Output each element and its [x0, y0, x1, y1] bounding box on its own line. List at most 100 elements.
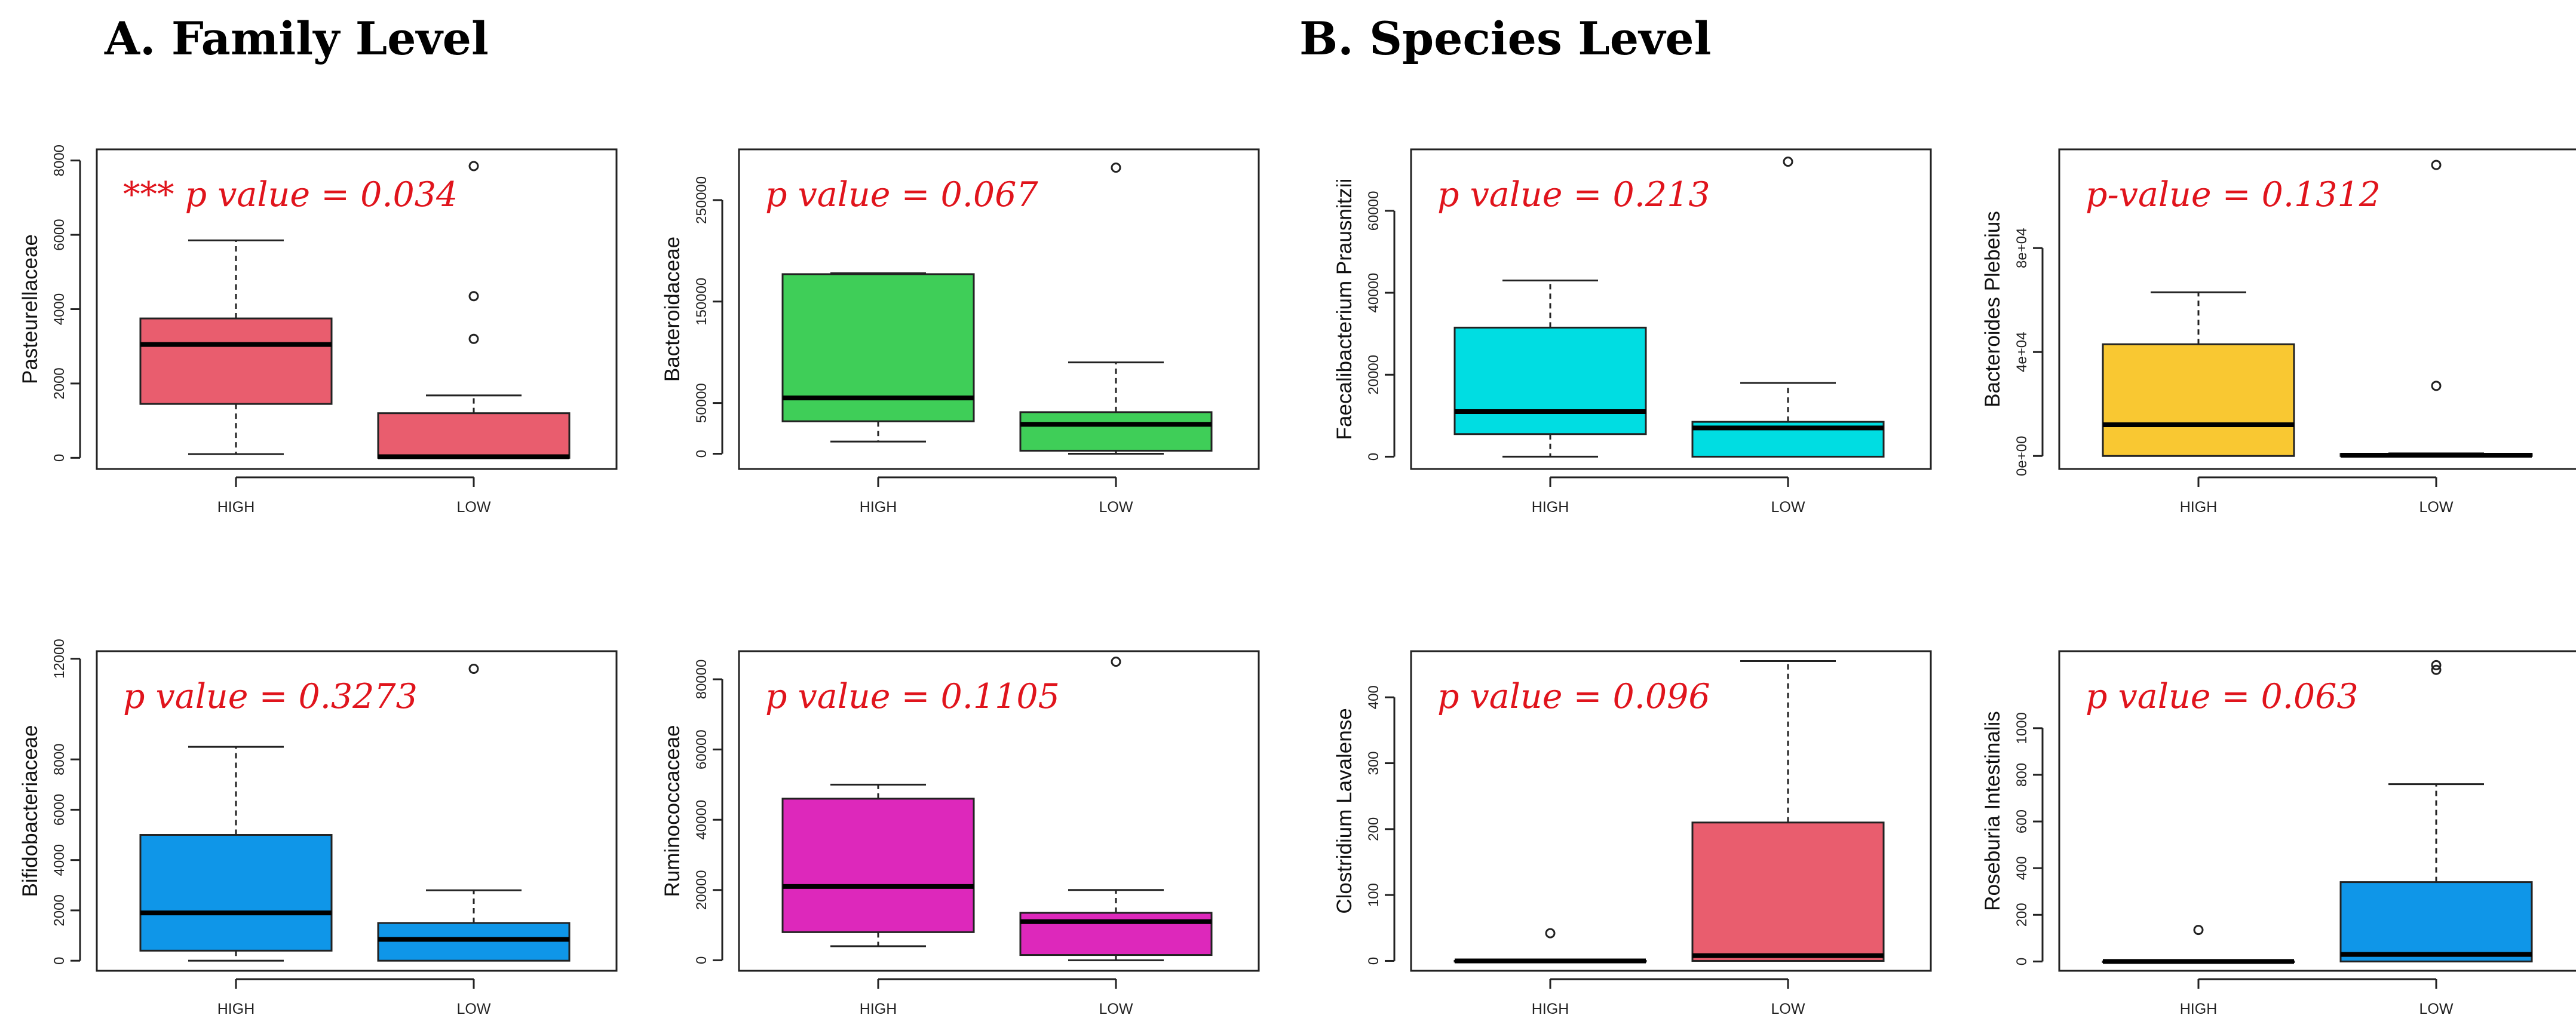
box-body	[1453, 326, 1647, 436]
boxplot-panel: 0 2000 4000 6000 8000 Pasteurellaceae HIGH LOW *…	[19, 145, 618, 516]
x-tick-label: HIGH	[1532, 1001, 1569, 1015]
y-tick-label: 2000	[51, 367, 68, 399]
y-tick-label: 8e+04	[2014, 228, 2030, 268]
y-axis-label: Clostridium Lavalense	[1333, 708, 1356, 913]
y-tick-label: 600	[2014, 809, 2030, 833]
outlier-point	[1111, 657, 1121, 667]
outlier-point	[1545, 928, 1556, 939]
outlier-point	[1783, 157, 1793, 167]
plot-frame	[1410, 148, 1932, 470]
box-body	[2339, 881, 2533, 962]
p-value-annotation: p value = 0.096	[1437, 677, 1710, 716]
y-tick-label: 8000	[51, 743, 68, 775]
plot-frame	[96, 148, 618, 470]
box-high	[1453, 928, 1647, 964]
y-axis-label: Bacteroidaceae	[661, 237, 684, 382]
boxplot-panel: 0 2000 4000 6000 8000 12000 Bifidobacteriaceae…	[19, 639, 618, 1015]
outlier-point	[2431, 664, 2442, 675]
boxplot-panel: 0e+00 4e+04 8e+04 Bacteroides Plebeius HIGH L…	[1981, 148, 2576, 516]
outlier-point	[2431, 381, 2442, 391]
plot-frame	[1410, 650, 1932, 972]
y-tick-label: 0e+00	[2014, 436, 2030, 476]
y-tick-label: 4000	[51, 293, 68, 325]
outlier-point	[2431, 160, 2442, 170]
y-tick-label: 4000	[51, 844, 68, 876]
x-tick-label: LOW	[1771, 1001, 1805, 1015]
section-title-species: B. Species Level	[1299, 12, 1712, 65]
y-tick-label: 400	[1366, 685, 1382, 709]
y-tick-label: 4e+04	[2014, 332, 2030, 372]
x-tick-label: HIGH	[217, 1001, 255, 1015]
y-tick-label: 2000	[51, 894, 68, 926]
outlier-point	[468, 663, 479, 674]
x-tick-label: LOW	[457, 1001, 491, 1015]
x-tick-label: LOW	[1099, 499, 1133, 516]
x-tick-label: LOW	[2419, 1001, 2454, 1015]
p-value-annotation: p value = 0.067	[765, 175, 1038, 214]
x-tick-label: LOW	[1099, 1001, 1133, 1015]
y-tick-label: 100	[1366, 883, 1382, 907]
y-tick-label: 0	[2014, 958, 2030, 965]
box-body	[1019, 912, 1213, 956]
boxplot-panel: 0 100 200 300 400 Clostridium Lavalense HIGH LO…	[1333, 650, 1932, 1015]
y-axis-label: Faecalibacterium Prausnitzii	[1333, 179, 1356, 440]
box-low	[377, 161, 571, 459]
y-axis-label: Ruminococcaceae	[661, 725, 684, 897]
plot-frame	[96, 650, 618, 972]
x-tick-label: HIGH	[860, 1001, 897, 1015]
p-value-annotation: p-value = 0.1312	[2086, 175, 2381, 214]
y-tick-label: 6000	[51, 794, 68, 826]
box-body	[139, 834, 333, 952]
boxplot-panel: 0 200 400 600 800 1000 Roseburia Intestinalis H…	[1981, 650, 2576, 1015]
box-body	[377, 412, 571, 459]
y-tick-label: 0	[51, 956, 68, 964]
y-tick-label: 150000	[694, 278, 710, 326]
y-tick-label: 800	[2014, 763, 2030, 787]
y-tick-label: 8000	[51, 145, 68, 176]
y-tick-label: 200	[2014, 903, 2030, 927]
x-tick-label: LOW	[457, 499, 491, 516]
box-high	[139, 239, 333, 455]
plot-frame	[2058, 148, 2576, 470]
y-axis-label: Bifidobacteriaceae	[19, 725, 42, 897]
y-tick-label: 0	[1366, 453, 1382, 461]
p-value-annotation: p value = 0.063	[2086, 677, 2359, 716]
boxplot-panel: 0 20000 40000 60000 80000 Ruminococcaceae HIGH…	[661, 650, 1260, 1015]
outlier-point	[468, 291, 479, 302]
plot-frame	[2058, 650, 2576, 972]
y-tick-label: 0	[1366, 957, 1382, 965]
y-tick-label: 0	[51, 454, 68, 462]
y-tick-label: 50000	[694, 383, 710, 423]
outlier-point	[468, 333, 479, 344]
box-high	[1453, 279, 1647, 458]
boxplot-panel: 0 50000 150000 250000 Bacteroidaceae HIGH LOW p…	[661, 148, 1260, 516]
box-high	[781, 272, 975, 443]
y-tick-label: 20000	[1366, 355, 1382, 395]
p-value-annotation: p value = 0.213	[1437, 175, 1710, 214]
outlier-point	[1111, 162, 1121, 173]
box-body	[1019, 411, 1213, 452]
box-low	[1019, 657, 1213, 961]
x-tick-label: HIGH	[860, 499, 897, 516]
p-value-annotation: p value = 0.1105	[765, 677, 1060, 716]
y-tick-label: 12000	[51, 639, 68, 679]
y-tick-label: 60000	[694, 729, 710, 769]
y-axis-label: Pasteurellaceae	[19, 234, 42, 384]
y-tick-label: 1000	[2014, 712, 2030, 744]
y-tick-label: 300	[1366, 752, 1382, 775]
y-tick-label: 400	[2014, 856, 2030, 880]
box-high	[2102, 925, 2295, 964]
y-tick-label: 80000	[694, 660, 710, 700]
x-tick-label: HIGH	[1532, 499, 1569, 516]
y-tick-label: 6000	[51, 219, 68, 250]
p-value-annotation: *** p value = 0.034	[123, 175, 458, 214]
p-value-annotation: p value = 0.3273	[123, 677, 418, 716]
box-low	[1691, 157, 1885, 458]
y-tick-label: 20000	[694, 870, 710, 910]
y-tick-label: 60000	[1366, 191, 1382, 231]
box-low	[2339, 660, 2533, 962]
box-body	[139, 317, 333, 405]
section-title-family: A. Family Level	[105, 12, 489, 65]
y-tick-label: 0	[694, 450, 710, 458]
box-high	[781, 783, 975, 947]
